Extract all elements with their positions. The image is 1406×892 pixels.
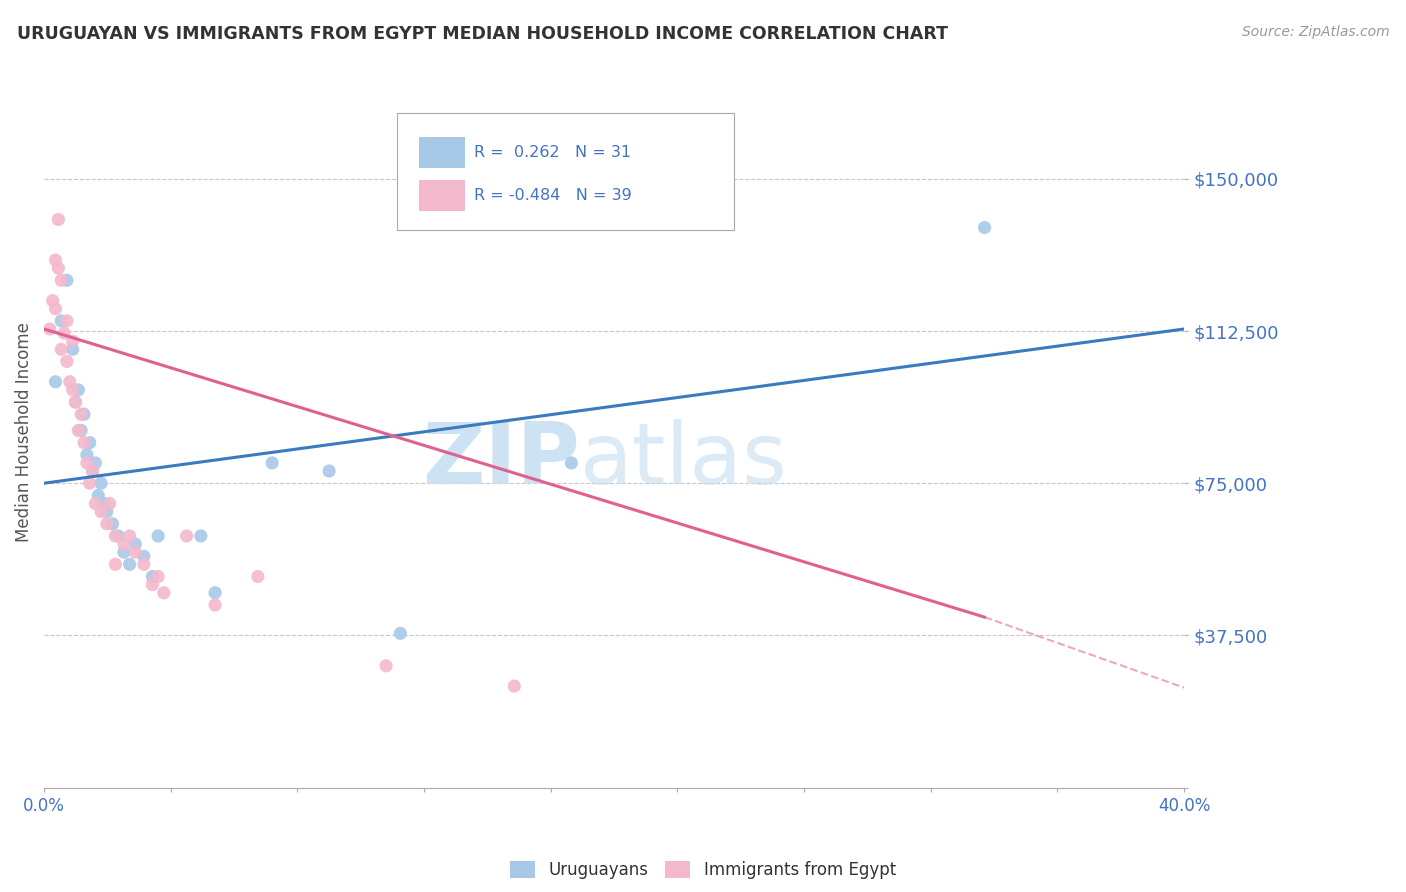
Point bbox=[48, 212, 70, 227]
Point bbox=[73, 407, 96, 421]
Point bbox=[152, 586, 174, 600]
Text: URUGUAYAN VS IMMIGRANTS FROM EGYPT MEDIAN HOUSEHOLD INCOME CORRELATION CHART: URUGUAYAN VS IMMIGRANTS FROM EGYPT MEDIA… bbox=[17, 25, 948, 43]
Point bbox=[62, 383, 84, 397]
Point bbox=[204, 598, 226, 612]
Text: atlas: atlas bbox=[579, 419, 787, 502]
Point bbox=[84, 496, 107, 510]
Point bbox=[65, 395, 87, 409]
Point bbox=[190, 529, 212, 543]
Y-axis label: Median Household Income: Median Household Income bbox=[15, 323, 32, 542]
Point bbox=[146, 529, 169, 543]
Bar bbox=[419, 180, 465, 211]
Point bbox=[62, 343, 84, 357]
Point bbox=[79, 435, 101, 450]
Point bbox=[84, 456, 107, 470]
Point bbox=[112, 537, 135, 551]
Point bbox=[51, 273, 73, 287]
Text: Source: ZipAtlas.com: Source: ZipAtlas.com bbox=[1241, 25, 1389, 39]
Point bbox=[118, 529, 141, 543]
Point bbox=[141, 577, 163, 591]
Point bbox=[204, 586, 226, 600]
Point bbox=[65, 395, 87, 409]
Point bbox=[62, 334, 84, 348]
Point bbox=[973, 220, 995, 235]
Point bbox=[76, 456, 98, 470]
Point bbox=[132, 558, 155, 572]
Point bbox=[146, 569, 169, 583]
Point bbox=[132, 549, 155, 564]
Point bbox=[176, 529, 198, 543]
Point bbox=[44, 375, 66, 389]
Point bbox=[48, 261, 70, 276]
Point bbox=[70, 407, 93, 421]
Point bbox=[44, 301, 66, 316]
Point bbox=[70, 424, 93, 438]
Text: R = -0.484   N = 39: R = -0.484 N = 39 bbox=[474, 188, 631, 203]
Point bbox=[56, 273, 79, 287]
Point bbox=[53, 326, 76, 340]
Point bbox=[96, 505, 118, 519]
Point bbox=[59, 375, 82, 389]
Point bbox=[141, 569, 163, 583]
Point bbox=[51, 314, 73, 328]
Point bbox=[118, 558, 141, 572]
Point bbox=[82, 464, 104, 478]
Point bbox=[82, 464, 104, 478]
Point bbox=[389, 626, 412, 640]
Bar bbox=[419, 137, 465, 169]
Point bbox=[101, 516, 124, 531]
Text: ZIP: ZIP bbox=[422, 419, 579, 502]
Point bbox=[51, 343, 73, 357]
Point bbox=[56, 354, 79, 368]
Point bbox=[375, 658, 398, 673]
Point bbox=[107, 529, 129, 543]
Point bbox=[503, 679, 526, 693]
Point bbox=[87, 488, 110, 502]
Point bbox=[318, 464, 340, 478]
Point bbox=[67, 383, 90, 397]
Point bbox=[560, 456, 582, 470]
Point bbox=[124, 545, 146, 559]
Point bbox=[56, 314, 79, 328]
Point bbox=[73, 435, 96, 450]
Point bbox=[67, 424, 90, 438]
Point bbox=[104, 529, 127, 543]
Point bbox=[104, 558, 127, 572]
Point bbox=[124, 537, 146, 551]
Point bbox=[90, 505, 112, 519]
Point bbox=[246, 569, 269, 583]
Point bbox=[262, 456, 284, 470]
Point bbox=[41, 293, 63, 308]
Legend: Uruguayans, Immigrants from Egypt: Uruguayans, Immigrants from Egypt bbox=[510, 861, 896, 880]
Point bbox=[38, 322, 60, 336]
Point bbox=[93, 496, 115, 510]
Point bbox=[76, 448, 98, 462]
FancyBboxPatch shape bbox=[398, 113, 734, 230]
Point bbox=[90, 476, 112, 491]
Point bbox=[112, 545, 135, 559]
Text: R =  0.262   N = 31: R = 0.262 N = 31 bbox=[474, 145, 631, 161]
Point bbox=[98, 496, 121, 510]
Point bbox=[44, 253, 66, 268]
Point bbox=[79, 476, 101, 491]
Point bbox=[96, 516, 118, 531]
